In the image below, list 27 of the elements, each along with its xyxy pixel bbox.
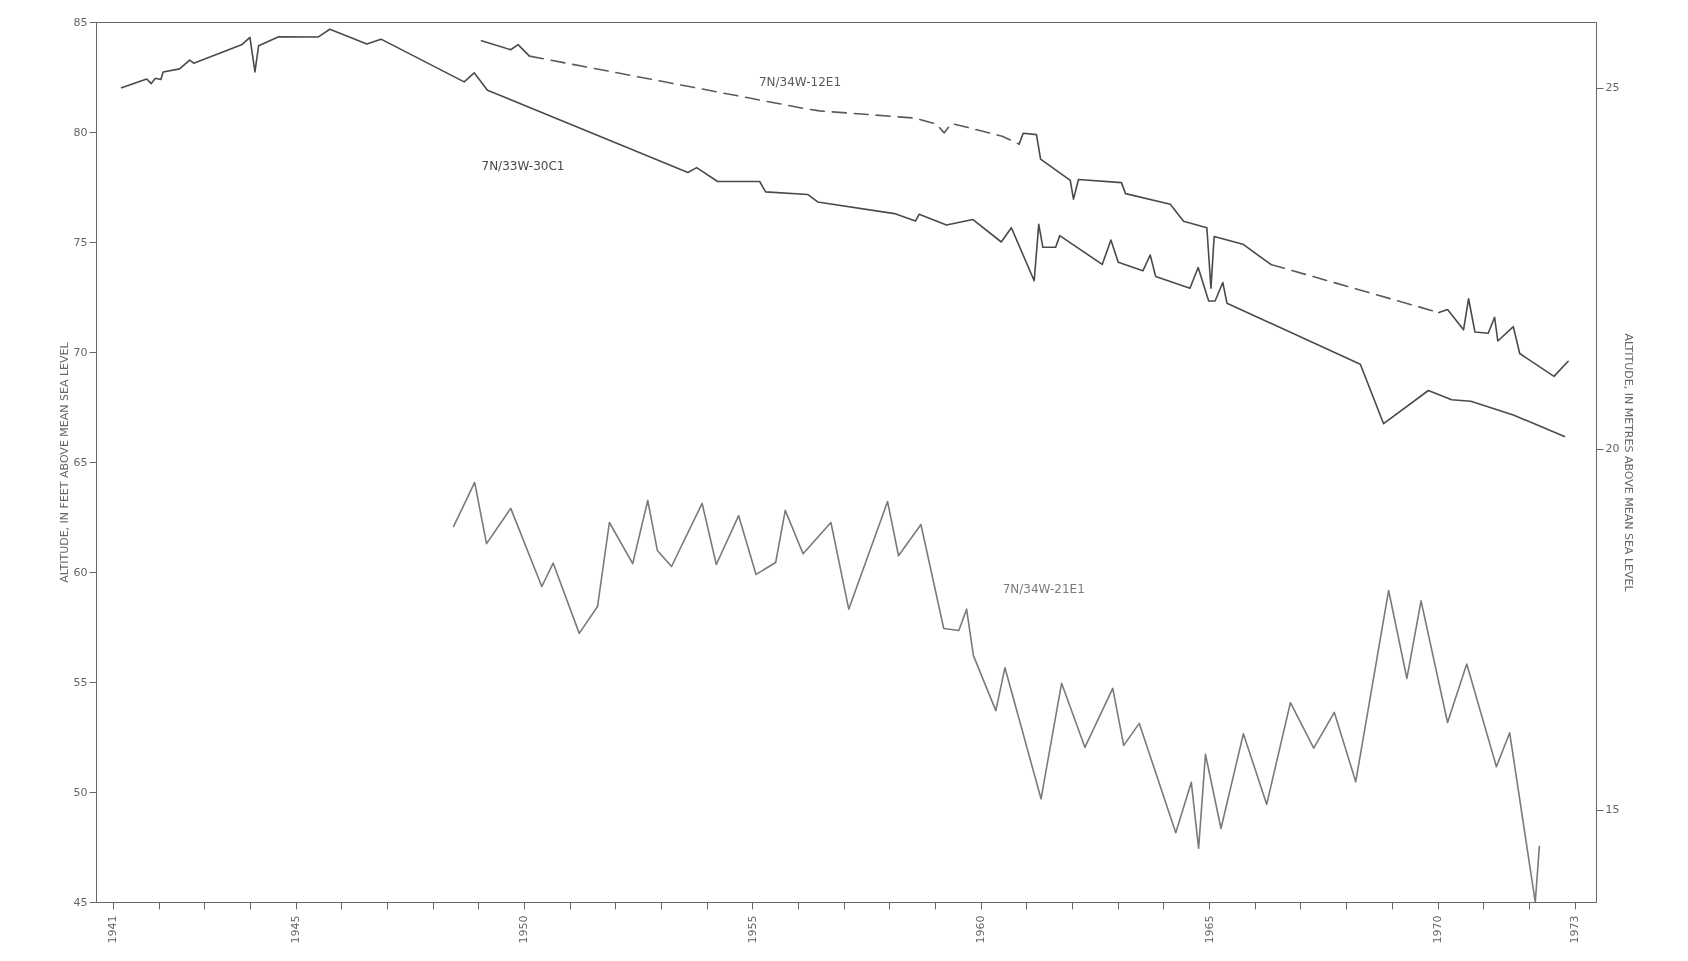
x-tick-label: 1955 (745, 915, 759, 944)
x-tick-label: 1950 (517, 915, 531, 944)
y-tick-label: 75 (73, 235, 88, 249)
series-label: 7N/34W-12E1 (758, 75, 842, 90)
y-tick-label: 55 (73, 675, 88, 689)
y-axis-title: ALTITUDE, IN FEET ABOVE MEAN SEA LEVEL (57, 341, 71, 583)
y2-tick-label: 20 (1605, 442, 1620, 456)
x-tick-label: 1965 (1202, 915, 1216, 944)
line-series (452, 481, 1541, 902)
text: 7N/33W-30C1 (481, 159, 565, 174)
text: 7N/34W-21E1 (1002, 581, 1085, 596)
y-tick-label: 85 (73, 15, 88, 29)
y-tick-label: 65 (73, 455, 88, 469)
y-tick-label: 70 (73, 345, 88, 359)
x-tick-label: 1973 (1568, 915, 1582, 944)
y2-tick-label: 15 (1605, 803, 1620, 817)
y2-tick-label: 25 (1605, 81, 1620, 95)
y-tick-label: 60 (73, 565, 88, 579)
y-tick-label: 45 (73, 895, 88, 909)
x-tick-label: 1945 (289, 915, 303, 944)
y2-axis-title: ALTITUDE, IN METRES ABOVE MEAN SEA LEVEL (1622, 333, 1636, 593)
x-tick-label: 1941 (106, 915, 120, 944)
y-tick-label: 50 (73, 785, 88, 799)
line-series (120, 28, 1566, 438)
y-tick-label: 80 (73, 125, 88, 139)
x-tick-label: 1970 (1431, 915, 1444, 944)
x-tick-label: 1960 (974, 915, 988, 944)
